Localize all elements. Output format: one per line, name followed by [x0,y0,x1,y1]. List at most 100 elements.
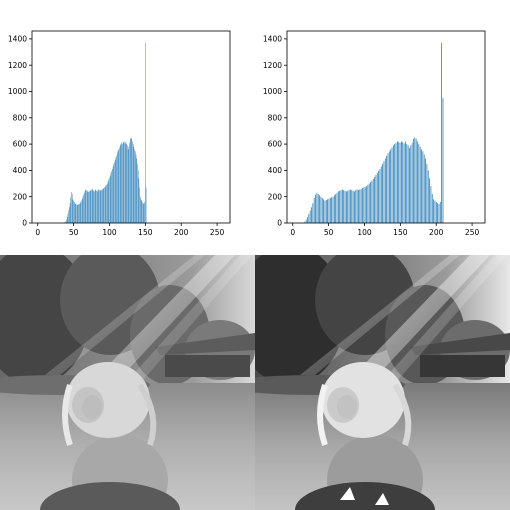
histogram-bar [439,201,441,223]
histogram-bar [343,190,345,223]
histogram-bar [399,142,401,223]
histogram-bar [437,203,438,223]
histogram-bar [337,191,339,223]
histogram-bar [433,199,434,223]
histogram-bar [390,149,392,223]
bars [63,42,147,224]
histogram-bar [351,190,353,223]
histogram-bar [426,163,428,223]
histogram-bar [360,188,362,223]
histogram-bar [435,201,437,223]
histogram-bar [406,144,408,223]
histogram-bar [383,161,385,223]
histogram-bar [374,176,375,223]
histogram-bar [423,154,425,223]
histogram-bar [409,148,410,223]
bars [303,42,444,224]
histogram-bar [384,158,386,223]
y-tick-label: 1000 [8,87,27,96]
histogram-bar [380,166,382,223]
x-tick-label: 150 [393,228,408,237]
histogram-bar [397,141,398,223]
histogram-bar [346,191,347,223]
histogram-bar [367,184,369,223]
histogram-bar [366,186,367,223]
x-tick-label: 200 [429,228,444,237]
equalized-grayscale-photo [255,255,510,510]
plot-frame [286,30,486,224]
y-tick-label: 0 [22,219,27,228]
histogram-bar [419,146,421,223]
histogram-bar [405,141,406,223]
histogram-bar [321,198,323,223]
photo-equalized-image [255,255,510,510]
histogram-bar [313,198,315,223]
histogram-bar [413,138,414,223]
histogram-bar [332,196,334,223]
histogram-bar [418,144,420,223]
histogram-bar [427,170,429,223]
histogram-bar [335,194,337,223]
histogram-bar [327,199,328,223]
histogram-bar [350,189,351,223]
histogram-bar [395,142,397,223]
histogram-bar [356,189,358,223]
x-tick-label: 0 [35,228,40,237]
histogram-bar [344,190,346,223]
histogram-bar [315,194,316,223]
histogram-bar [316,192,318,223]
y-tick-label: 1400 [8,34,27,43]
histogram-original-chart: 0 50 100 150 200 250 0 200 400 600 800 1000 1200 1400 [8,30,231,237]
y-tick-label: 1200 [8,61,27,70]
y-tick-label: 1400 [263,34,282,43]
histogram-bar [415,138,417,223]
histogram-bar [309,210,311,223]
histogram-bar [372,178,374,223]
x-tick-label: 50 [69,228,79,237]
x-tick-label: 250 [465,228,480,237]
histogram-bar [410,145,412,223]
original-grayscale-photo [0,255,255,510]
histogram-bar [430,186,432,223]
histogram-bar [355,190,357,223]
histogram-bar [386,155,388,223]
histogram-bar [363,187,365,223]
histogram-bar [359,189,361,223]
histogram-bar [421,149,422,223]
histogram-bar [442,98,444,223]
histogram-bar [364,186,366,223]
histogram-bar [398,142,400,223]
histogram-bar [348,190,350,223]
histogram-bar [403,143,405,223]
histogram-bar [402,142,404,223]
histogram-bar [354,191,355,223]
histogram-bar [425,158,426,223]
x-tick-label: 200 [174,228,189,237]
histogram-bar [352,190,354,223]
y-tick-label: 600 [13,140,28,149]
histogram-bar [308,213,310,223]
histogram-bar [414,137,416,223]
y-tick-label: 800 [13,113,28,122]
photo-original-image [0,255,255,510]
histogram-bar [388,151,390,223]
histogram-bar [370,182,371,223]
histogram-bar [347,190,349,223]
histogram-bar [319,195,320,223]
histogram-bar [379,169,381,223]
histogram-bar [307,217,308,223]
histogram-bar [317,194,319,223]
histogram-bar [411,142,413,223]
histogram-equalized-chart: 0 50 100 150 200 250 0 200 400 600 800 1000 1200 1400 [263,30,486,237]
y-tick-label: 800 [268,113,283,122]
histogram-bar [387,153,389,223]
x-tick-label: 100 [357,228,372,237]
histogram-bar [333,195,335,223]
histogram-bar [407,145,409,223]
y-tick-label: 0 [277,219,282,228]
histogram-bar [340,190,342,223]
histogram-bar [362,188,363,223]
y-tick-label: 600 [268,140,283,149]
histogram-bar [401,141,402,223]
histogram-bar [371,180,373,223]
